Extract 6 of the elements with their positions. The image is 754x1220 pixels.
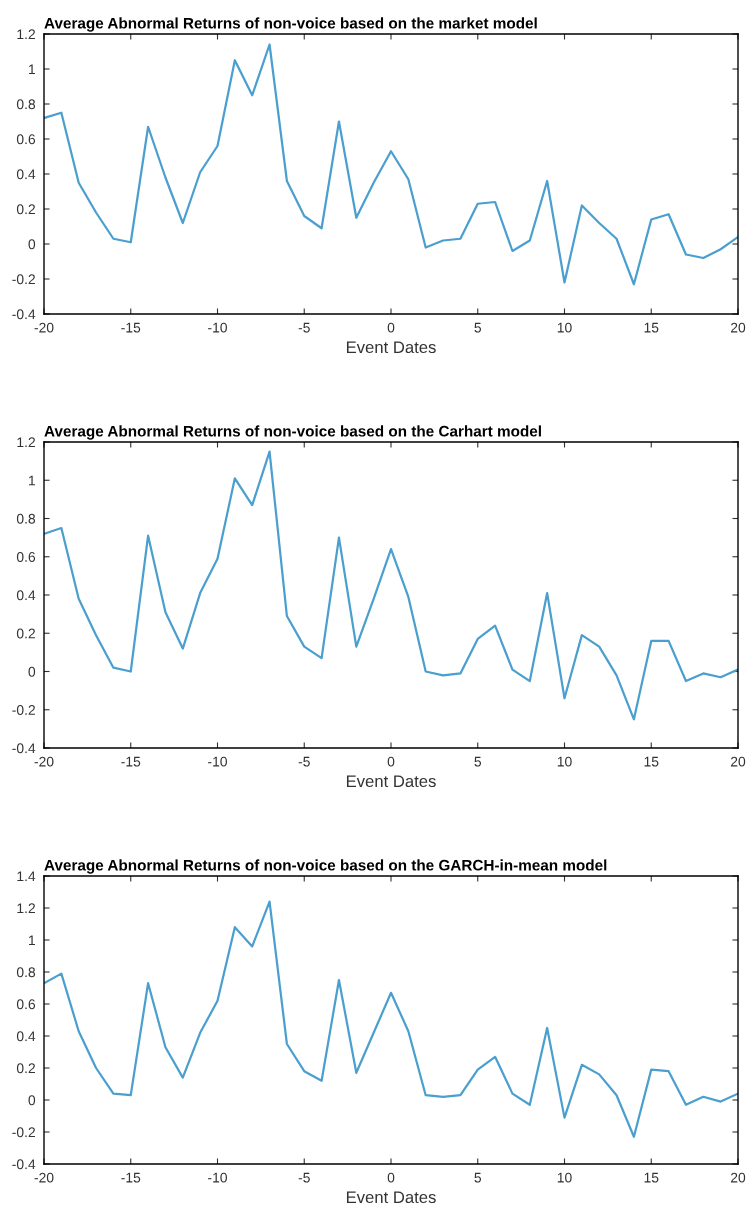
x-axis-title: Event Dates [346, 775, 436, 788]
line-series [44, 43, 738, 286]
line-series [44, 450, 738, 721]
line-series [44, 900, 738, 1138]
x-axis-title: Event Dates [346, 1191, 436, 1204]
x-axis-title: Event Dates [346, 341, 436, 354]
